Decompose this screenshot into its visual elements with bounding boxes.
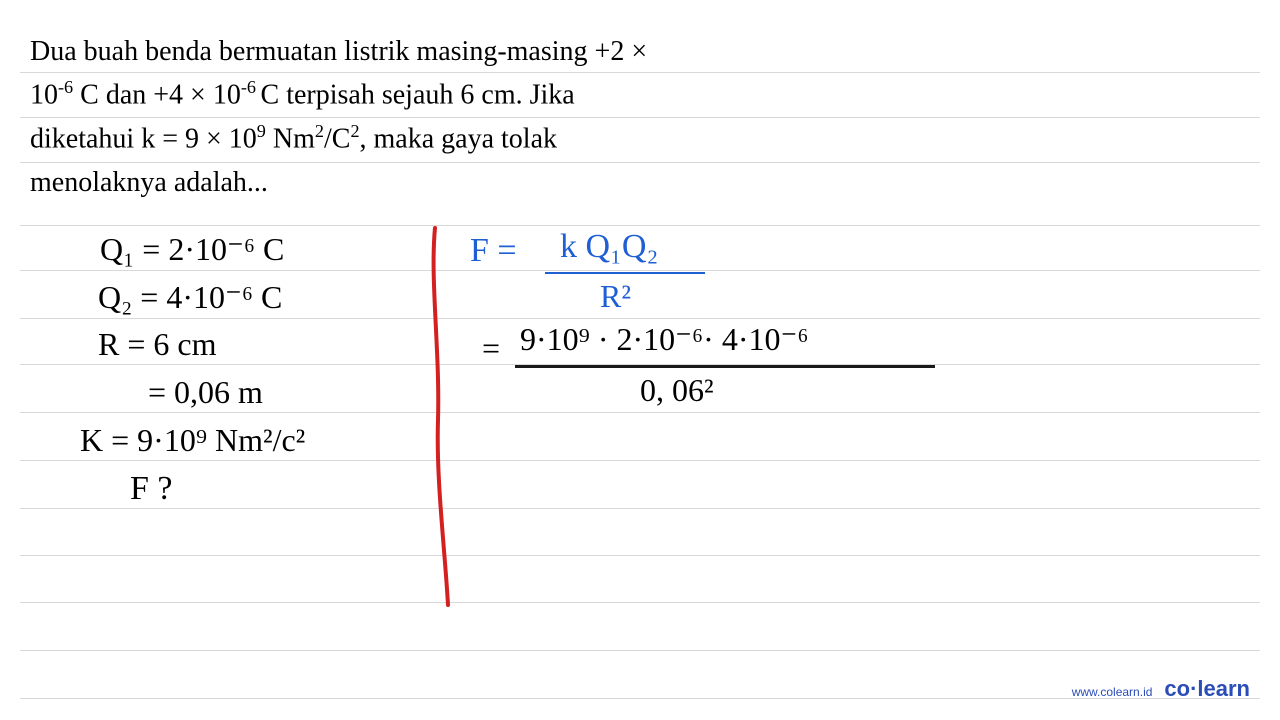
formula-numerator: k Q₁Q₂ <box>560 228 658 266</box>
footer-url: www.colearn.id <box>1072 685 1153 699</box>
calc-eq: = <box>482 330 500 367</box>
formula-denominator: R² <box>600 278 631 315</box>
calc-fraction-line <box>515 365 935 368</box>
problem-line2-sup1: -6 <box>58 77 73 97</box>
problem-line3-sup1: 9 <box>257 121 266 141</box>
footer-brand: co·learn <box>1164 676 1250 702</box>
known-k: K = 9·10⁹ Nm²/c² <box>80 422 305 459</box>
problem-line3-mid: Nm <box>266 123 315 154</box>
known-q1: Q₁ = 2·10⁻⁶ C <box>100 230 284 268</box>
known-r-m: = 0,06 m <box>148 374 263 411</box>
calc-denominator: 0, 06² <box>640 372 714 409</box>
problem-line3-sup2: 2 <box>315 121 324 141</box>
problem-line3-mid2: /C <box>324 123 350 154</box>
problem-line3-sup3: 2 <box>350 121 359 141</box>
problem-line2-mid: C dan +4 × 10 <box>73 80 241 111</box>
problem-line2-post: C terpisah sejauh 6 cm. Jika <box>261 80 575 111</box>
problem-line1: Dua buah benda bermuatan listrik masing-… <box>30 36 647 67</box>
problem-line3-pre: diketahui k = 9 × 10 <box>30 123 257 154</box>
footer: www.colearn.id co·learn <box>1072 676 1250 702</box>
problem-line2-sup2: -6 <box>241 77 261 97</box>
problem-line3-post: , maka gaya tolak <box>360 123 557 154</box>
known-find: F ? <box>130 470 173 508</box>
known-r-cm: R = 6 cm <box>98 326 216 363</box>
formula-lhs: F = <box>470 232 517 270</box>
problem-line2-pre: 10 <box>30 80 58 111</box>
problem-line4: menolaknya adalah... <box>30 167 268 198</box>
formula-fraction-line <box>545 272 705 274</box>
calc-numerator: 9·10⁹ · 2·10⁻⁶· 4·10⁻⁶ <box>520 320 809 358</box>
problem-statement: Dua buah benda bermuatan listrik masing-… <box>30 30 1250 204</box>
known-q2: Q₂ = 4·10⁻⁶ C <box>98 278 282 316</box>
